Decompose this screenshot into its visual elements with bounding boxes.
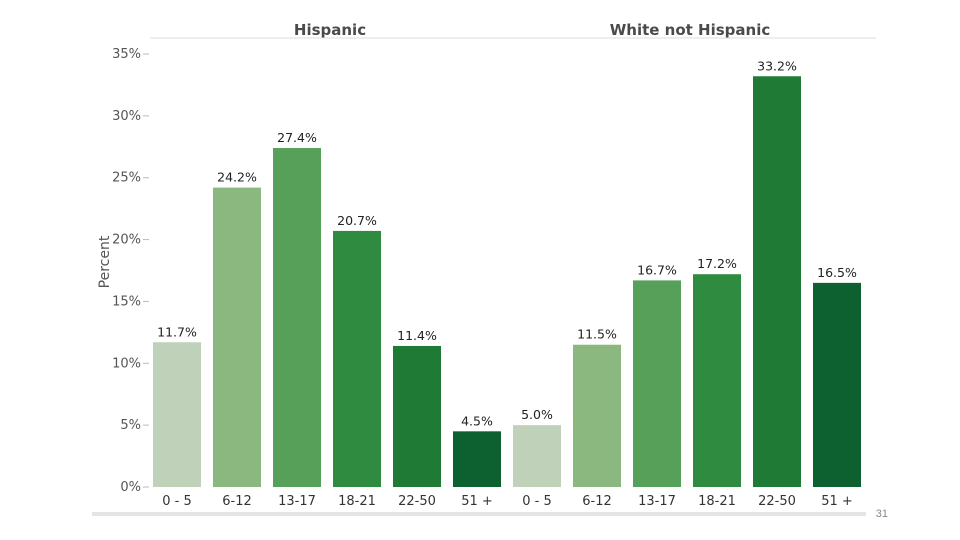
- panel-title: Hispanic: [294, 21, 366, 39]
- x-tick-label: 51 +: [461, 494, 493, 509]
- data-label: 16.7%: [637, 262, 677, 277]
- data-label: 24.2%: [217, 170, 257, 185]
- y-tick-label: 35%: [112, 47, 141, 62]
- x-tick-label: 6-12: [582, 494, 612, 509]
- data-label: 16.5%: [817, 265, 857, 280]
- bar: [633, 280, 681, 487]
- x-tick-label: 51 +: [821, 494, 853, 509]
- y-tick-label: 0%: [120, 480, 141, 495]
- bar: [333, 230, 381, 487]
- bar: [753, 76, 801, 488]
- x-tick-label: 6-12: [222, 494, 252, 509]
- footer-bar: [92, 512, 866, 516]
- x-tick-label: 22-50: [398, 494, 436, 509]
- bar: [153, 342, 201, 487]
- panel: Hispanic 11.7% 0 - 5 24.2% 6-12 27.4% 13-17 20.…: [150, 21, 510, 509]
- data-label: 17.2%: [697, 256, 737, 271]
- y-tick-label: 15%: [112, 294, 141, 309]
- bar: [453, 431, 501, 487]
- bar: [393, 345, 441, 487]
- x-tick-label: 0 - 5: [162, 494, 192, 509]
- data-label: 27.4%: [277, 130, 317, 145]
- y-tick-label: 20%: [112, 233, 141, 248]
- x-tick-label: 22-50: [758, 494, 796, 509]
- bar: [513, 425, 561, 487]
- bar: [213, 187, 261, 487]
- panel: White not Hispanic 5.0% 0 - 5 11.5% 6-12 16.7…: [510, 21, 876, 509]
- x-tick-label: 18-21: [338, 494, 376, 509]
- data-label: 11.4%: [397, 328, 437, 343]
- bar: [693, 274, 741, 487]
- x-tick-label: 0 - 5: [522, 494, 552, 509]
- data-label: 11.7%: [157, 324, 197, 339]
- y-tick-label: 30%: [112, 109, 141, 124]
- bar: [813, 282, 861, 487]
- data-label: 11.5%: [577, 327, 617, 342]
- y-axis: 0% 5% 10% 15% 20% 25% 30% 35%: [112, 47, 149, 495]
- data-label: 20.7%: [337, 213, 377, 228]
- y-tick-label: 10%: [112, 356, 141, 371]
- y-tick-label: 25%: [112, 171, 141, 186]
- data-label: 5.0%: [521, 407, 553, 422]
- panel-title: White not Hispanic: [610, 21, 771, 39]
- data-label: 33.2%: [757, 58, 797, 73]
- page-number: 31: [875, 508, 888, 520]
- data-label: 4.5%: [461, 413, 493, 428]
- bar: [573, 344, 621, 487]
- x-tick-label: 18-21: [698, 494, 736, 509]
- y-tick-label: 5%: [120, 418, 141, 433]
- y-axis-title: Percent: [97, 235, 113, 288]
- x-tick-label: 13-17: [278, 494, 316, 509]
- bar: [273, 148, 321, 487]
- chart-panels: Hispanic 11.7% 0 - 5 24.2% 6-12 27.4% 13-17 20.…: [150, 21, 876, 509]
- x-tick-label: 13-17: [638, 494, 676, 509]
